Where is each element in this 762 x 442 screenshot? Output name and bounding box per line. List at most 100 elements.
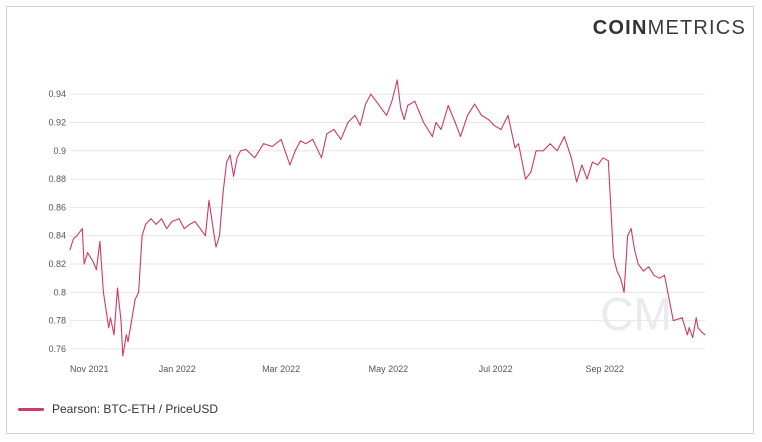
- data-point: [183, 228, 185, 230]
- data-point: [692, 337, 694, 339]
- y-tick-label: 0.76: [48, 344, 66, 354]
- data-point: [686, 334, 688, 336]
- data-point: [262, 143, 264, 145]
- data-point: [236, 157, 238, 159]
- x-tick-label: Jan 2022: [159, 364, 196, 374]
- y-tick-label: 0.78: [48, 316, 66, 326]
- data-point: [597, 164, 599, 166]
- data-point: [386, 114, 388, 116]
- data-point: [623, 291, 625, 293]
- data-point: [514, 147, 516, 149]
- data-point: [542, 150, 544, 152]
- data-point: [215, 246, 217, 248]
- x-tick-label: Jul 2022: [479, 364, 513, 374]
- data-point: [219, 235, 221, 237]
- data-point: [370, 93, 372, 95]
- data-point: [229, 154, 231, 156]
- data-point: [271, 146, 273, 148]
- data-point: [120, 320, 122, 322]
- data-point: [222, 192, 224, 194]
- data-point: [586, 178, 588, 180]
- y-tick-label: 0.8: [53, 287, 66, 297]
- data-point: [620, 277, 622, 279]
- data-point: [704, 334, 706, 336]
- data-point: [581, 164, 583, 166]
- data-point: [488, 119, 490, 121]
- legend-label: Pearson: BTC-ETH / PriceUSD: [52, 402, 219, 416]
- data-point: [116, 287, 118, 289]
- data-point: [326, 133, 328, 135]
- data-point: [423, 121, 425, 123]
- data-point: [178, 218, 180, 220]
- data-point: [602, 157, 604, 159]
- data-point: [634, 249, 636, 251]
- data-point: [299, 140, 301, 142]
- data-point: [642, 270, 644, 272]
- data-point: [208, 199, 210, 201]
- data-point: [365, 103, 367, 105]
- data-point: [150, 218, 152, 220]
- data-point: [591, 161, 593, 163]
- y-tick-label: 0.82: [48, 259, 66, 269]
- data-point: [160, 218, 162, 220]
- data-point: [108, 327, 110, 329]
- data-point: [435, 121, 437, 123]
- data-point: [556, 150, 558, 152]
- data-point: [627, 235, 629, 237]
- data-point: [695, 317, 697, 319]
- data-point: [653, 274, 655, 276]
- data-point: [607, 160, 609, 162]
- data-point: [125, 334, 127, 336]
- data-point: [189, 223, 191, 225]
- data-point: [493, 124, 495, 126]
- data-point: [518, 143, 520, 145]
- legend[interactable]: Pearson: BTC-ETH / PriceUSD: [18, 402, 218, 416]
- data-point: [95, 269, 97, 271]
- data-point: [347, 121, 349, 123]
- data-point: [474, 103, 476, 105]
- data-point: [87, 252, 89, 254]
- data-point: [289, 164, 291, 166]
- data-point: [613, 256, 615, 258]
- data-point: [454, 121, 456, 123]
- data-point: [245, 148, 247, 150]
- data-point: [500, 129, 502, 131]
- data-point: [92, 260, 94, 262]
- x-tick-label: Mar 2022: [262, 364, 300, 374]
- x-tick-label: Nov 2021: [70, 364, 109, 374]
- data-point: [563, 136, 565, 138]
- y-tick-label: 0.94: [48, 89, 66, 99]
- data-point: [312, 138, 314, 140]
- data-point: [113, 334, 115, 336]
- data-point: [211, 223, 213, 225]
- chart-frame: [6, 6, 754, 434]
- data-point: [166, 228, 168, 230]
- data-point: [576, 181, 578, 183]
- data-point: [570, 157, 572, 159]
- data-point: [199, 228, 201, 230]
- data-point: [380, 107, 382, 109]
- logo-bold-text: COIN: [592, 17, 648, 39]
- data-point: [697, 327, 699, 329]
- data-point: [440, 129, 442, 131]
- data-point: [681, 317, 683, 319]
- y-tick-label: 0.84: [48, 231, 66, 241]
- data-point: [481, 114, 483, 116]
- data-point: [76, 235, 78, 237]
- data-point: [294, 150, 296, 152]
- data-point: [333, 129, 335, 131]
- data-point: [400, 107, 402, 109]
- data-point: [138, 291, 140, 293]
- data-point: [194, 221, 196, 223]
- data-point: [658, 277, 660, 279]
- logo-light-text: METRICS: [647, 17, 746, 39]
- data-point: [648, 266, 650, 268]
- data-point: [664, 274, 666, 276]
- data-point: [616, 270, 618, 272]
- data-point: [535, 150, 537, 152]
- coinmetrics-logo: COINMETRICS: [593, 17, 746, 40]
- data-point: [340, 138, 342, 140]
- data-point: [109, 317, 111, 319]
- data-point: [233, 175, 235, 177]
- data-point: [459, 136, 461, 138]
